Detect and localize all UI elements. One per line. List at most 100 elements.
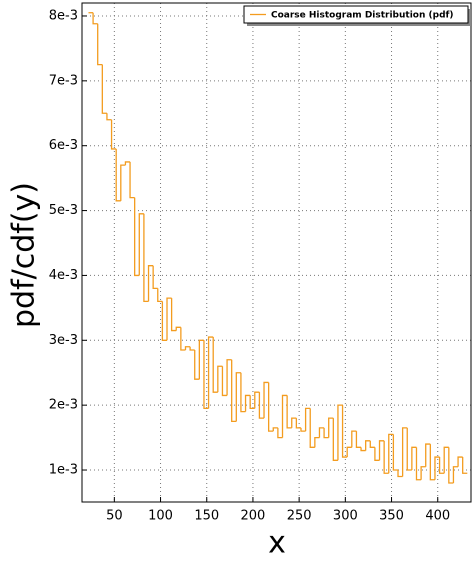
histogram-step <box>438 457 445 474</box>
histogram-step <box>226 359 232 396</box>
histogram-step <box>369 440 375 448</box>
histogram-step <box>374 447 380 461</box>
histogram-step <box>180 327 186 351</box>
histogram-step <box>457 456 463 467</box>
histogram-step <box>328 417 334 438</box>
y-tick-label: 3e-3 <box>49 333 78 348</box>
histogram-step <box>272 427 278 432</box>
histogram-step <box>189 346 195 351</box>
histogram-step <box>337 404 343 461</box>
x-tick-label: 350 <box>379 509 404 524</box>
histogram-step <box>355 431 362 448</box>
y-tick-label: 8e-3 <box>49 8 78 23</box>
legend: Coarse Histogram Distribution (pdf) <box>243 5 471 26</box>
plot-frame <box>81 2 472 503</box>
histogram-step <box>443 446 449 474</box>
histogram-step <box>92 12 98 25</box>
histogram-step <box>448 447 454 484</box>
histogram-step <box>365 440 371 451</box>
histogram-step <box>258 392 265 419</box>
histogram-step <box>346 446 352 458</box>
legend-label: Coarse Histogram Distribution (pdf) <box>271 11 454 21</box>
histogram-step <box>166 297 172 341</box>
y-tick-label: 4e-3 <box>49 268 78 283</box>
histogram-step <box>425 443 431 467</box>
histogram-step <box>286 395 292 429</box>
histogram-step <box>249 395 255 410</box>
histogram-step <box>406 427 412 471</box>
histogram-step <box>254 391 260 409</box>
histogram-step <box>129 161 135 199</box>
histogram-step <box>267 382 274 432</box>
histogram-step <box>383 440 389 474</box>
histogram-step <box>304 407 311 432</box>
histogram-step <box>291 417 297 428</box>
histogram-step <box>281 394 288 438</box>
histogram-step <box>420 466 426 480</box>
histogram-step <box>397 470 403 478</box>
x-axis-label: x <box>268 526 286 561</box>
histogram-step <box>147 265 154 302</box>
histogram-step <box>106 113 112 121</box>
y-tick-label: 1e-3 <box>49 463 78 478</box>
histogram-step <box>378 440 385 461</box>
histogram-step <box>161 301 168 341</box>
y-tick-label: 7e-3 <box>49 73 78 88</box>
histogram-step <box>341 405 348 458</box>
histogram-step <box>295 418 301 429</box>
x-tick-label: 50 <box>106 509 123 524</box>
histogram-step <box>240 372 246 413</box>
x-tick-label: 100 <box>148 509 173 524</box>
histogram-step <box>351 430 357 448</box>
histogram-step <box>101 64 107 114</box>
histogram-step <box>300 427 306 432</box>
histogram-step <box>97 23 103 66</box>
histogram-step <box>198 339 204 380</box>
y-tick-label: 5e-3 <box>49 203 78 218</box>
histogram-step <box>360 447 366 452</box>
histogram-step <box>217 365 223 393</box>
histogram-step <box>434 456 440 480</box>
histogram-step <box>221 366 228 397</box>
x-tick-label: 300 <box>333 509 358 524</box>
histogram-step <box>184 346 191 351</box>
legend-box <box>243 5 469 24</box>
x-tick-label: 400 <box>425 509 450 524</box>
histogram-step <box>235 372 241 422</box>
x-tick-label: 200 <box>241 509 266 524</box>
histogram-step <box>194 350 200 380</box>
histogram-step <box>157 288 163 303</box>
histogram-step <box>115 148 121 202</box>
histogram-step <box>203 340 209 410</box>
y-tick-label: 6e-3 <box>49 138 78 153</box>
histogram-step <box>388 433 394 474</box>
histogram-step <box>314 436 320 448</box>
y-tick-label: 2e-3 <box>49 398 78 413</box>
histogram-step <box>175 326 181 331</box>
histogram-step <box>212 337 218 393</box>
histogram-step <box>231 359 237 423</box>
histogram-step <box>244 394 251 412</box>
histogram-step <box>401 427 408 477</box>
histogram-step <box>452 466 459 483</box>
histogram-step <box>309 408 315 448</box>
histogram-step <box>110 119 117 150</box>
histogram-step <box>124 161 131 166</box>
histogram-step <box>207 336 214 409</box>
histogram-step <box>462 457 468 474</box>
histogram-step <box>143 213 149 303</box>
histogram-step <box>415 447 422 481</box>
x-tick-label: 250 <box>287 509 312 524</box>
x-tick-label: 150 <box>194 509 219 524</box>
y-axis-label: pdf/cdf(y) <box>7 182 42 328</box>
histogram-step <box>138 213 144 276</box>
histogram-step <box>411 446 417 471</box>
histogram-step <box>263 381 269 419</box>
histogram-step <box>318 427 325 438</box>
histogram-step <box>332 418 338 461</box>
histogram-step <box>392 434 399 471</box>
histogram-step <box>429 444 435 481</box>
histogram-step <box>323 427 329 439</box>
histogram-step <box>277 427 283 439</box>
